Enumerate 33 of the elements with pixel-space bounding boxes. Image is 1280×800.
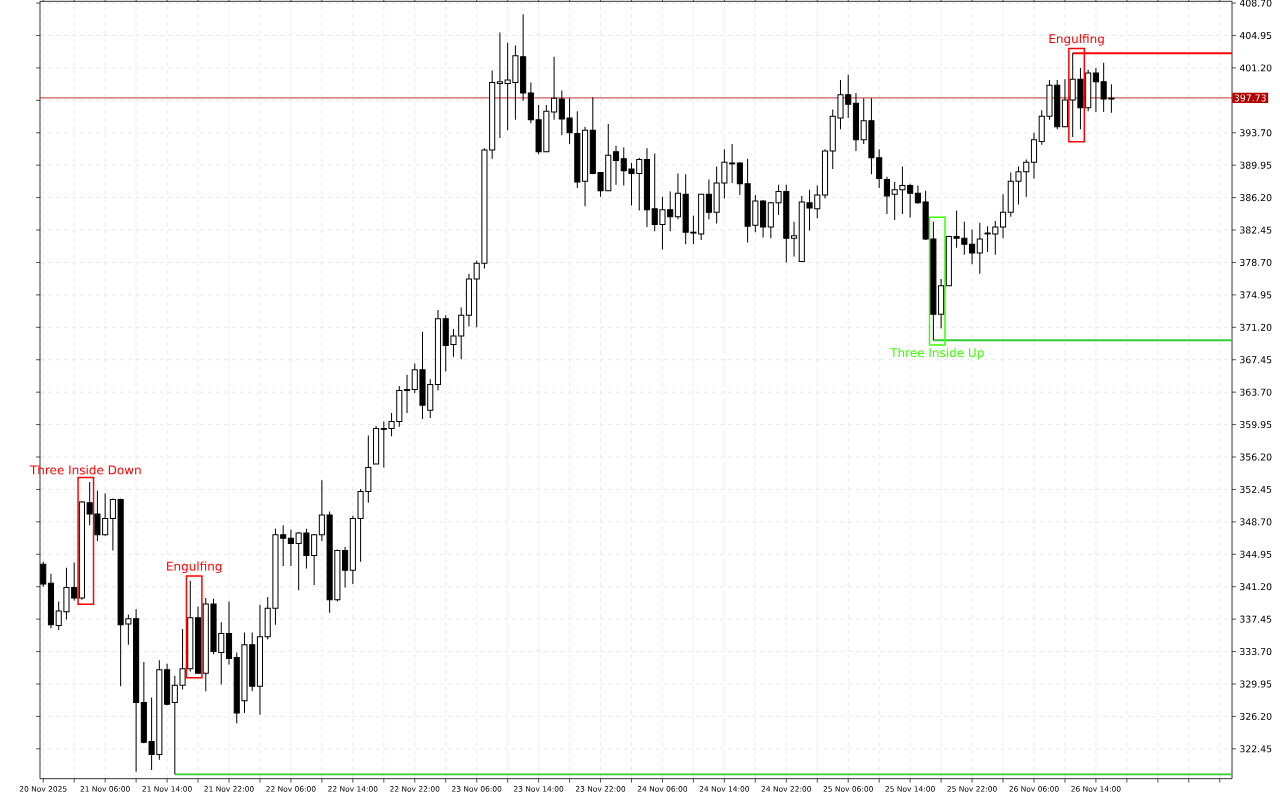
annotation: Three Inside Down: [29, 465, 141, 475]
y-tick-label: 329.95: [1240, 680, 1272, 688]
y-tick-label: 386.20: [1240, 194, 1272, 202]
y-tick-label: 341.20: [1240, 583, 1272, 591]
candlestick: [403, 374, 411, 414]
candlestick: [1030, 132, 1038, 180]
y-tick-label: 352.45: [1240, 485, 1272, 493]
y-tick-label: 337.45: [1240, 615, 1272, 623]
y-tick-label: 389.95: [1240, 161, 1272, 169]
y-tick-label: 367.45: [1240, 356, 1272, 364]
y-tick-label: 374.95: [1240, 291, 1272, 299]
candlestick: [612, 145, 620, 186]
y-tick-label: 378.70: [1240, 258, 1272, 266]
y-tick-label: 404.95: [1239, 31, 1272, 39]
y-tick-label: 326.20: [1240, 712, 1272, 720]
y-tick-label: 359.95: [1240, 421, 1272, 429]
candlestick: [976, 222, 983, 275]
ref-line-label: 397.73: [1234, 94, 1266, 102]
y-tick-label: 408.70: [1239, 0, 1272, 7]
y-tick-label: 322.45: [1240, 745, 1272, 753]
candlestick: [999, 193, 1007, 239]
annotation: Engulfing: [1049, 34, 1104, 46]
y-tick-label: 333.70: [1240, 648, 1272, 656]
y-tick-label: 363.70: [1240, 388, 1272, 396]
annotation: Engulfing: [167, 561, 222, 574]
y-tick-label: 348.70: [1240, 518, 1272, 526]
y-tick-label: 356.20: [1240, 453, 1272, 461]
y-tick-label: 393.70: [1240, 129, 1272, 137]
y-tick-label: 401.20: [1239, 64, 1272, 72]
y-tick-label: 344.95: [1240, 550, 1272, 558]
y-tick-label: 371.20: [1240, 323, 1272, 331]
annotation: Three Inside Up: [890, 347, 984, 360]
y-tick-label: 382.45: [1240, 226, 1272, 234]
